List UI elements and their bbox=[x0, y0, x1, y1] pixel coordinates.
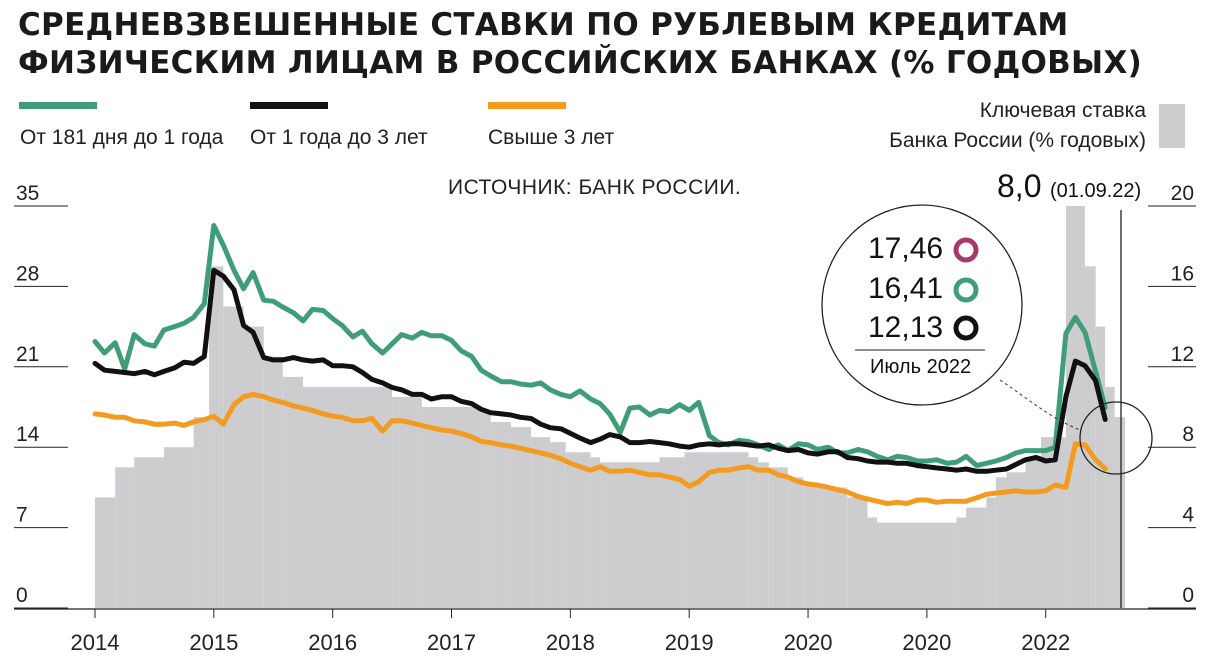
x-tick-label: 2018 bbox=[546, 630, 595, 655]
key-rate-step bbox=[565, 452, 591, 608]
key-rate-step bbox=[1025, 457, 1041, 608]
key-rate-step bbox=[966, 507, 987, 608]
callout-overlay bbox=[821, 204, 1153, 608]
chart-title-line-2: ФИЗИЧЕСКИМ ЛИЦАМ В РОССИЙСКИХ БАНКАХ (% … bbox=[18, 45, 1143, 81]
right-tick-label: 20 bbox=[1171, 182, 1194, 205]
left-tick-label: 7 bbox=[16, 504, 28, 527]
key-rate-step bbox=[209, 266, 224, 608]
key-rate-step bbox=[787, 477, 804, 608]
key-rate-step bbox=[768, 467, 788, 608]
key-rate-current-date: (01.09.22) bbox=[1050, 180, 1142, 202]
legend-key-rate-line-2: Банка России (% годовых) bbox=[889, 129, 1146, 152]
legend-label-black: От 1 года до 3 лет bbox=[250, 126, 428, 149]
legend-swatch-black bbox=[250, 102, 328, 109]
key-rate-step bbox=[1006, 472, 1026, 608]
key-rate-step bbox=[95, 497, 116, 608]
key-rate-step bbox=[590, 457, 601, 608]
right-tick-label: 16 bbox=[1171, 262, 1194, 285]
x-tick-label: 2022 bbox=[1021, 630, 1070, 655]
series-line bbox=[92, 223, 1108, 469]
key-rate-step bbox=[531, 437, 551, 608]
key-rate-step bbox=[550, 442, 566, 608]
key-rate-step bbox=[510, 427, 532, 608]
key-rate-step bbox=[600, 462, 660, 608]
callout-marker bbox=[953, 237, 979, 263]
right-tick-label: 12 bbox=[1171, 343, 1194, 366]
left-tick-label: 28 bbox=[16, 262, 39, 285]
right-axis-tick-labels: 20 16 12 8 4 0 bbox=[1171, 182, 1195, 607]
series-line bbox=[92, 391, 1108, 506]
legend-label-green: От 181 дня до 1 года bbox=[20, 126, 224, 149]
legend-swatch-orange bbox=[488, 102, 566, 109]
callout-marker bbox=[953, 277, 979, 303]
left-tick-label: 35 bbox=[16, 182, 39, 205]
chart-title-line-1: СРЕДНЕВЗВЕШЕННЫЕ СТАВКИ ПО РУБЛЕВЫМ КРЕД… bbox=[18, 7, 1069, 43]
key-rate-step bbox=[134, 457, 164, 608]
key-rate-step bbox=[847, 497, 868, 608]
key-rate-step bbox=[282, 376, 303, 608]
x-tick-label: 2016 bbox=[308, 630, 357, 655]
key-rate-step bbox=[223, 306, 244, 608]
key-rate-step bbox=[243, 326, 264, 608]
key-rate-current-value: 8,0 bbox=[997, 168, 1042, 204]
callout-value-1: 17,46 bbox=[868, 232, 944, 265]
legend-swatch-green bbox=[19, 102, 97, 109]
legend-key-rate-line-1: Ключевая ставка bbox=[979, 99, 1146, 122]
left-tick-label: 0 bbox=[16, 584, 28, 607]
rate-lines bbox=[92, 223, 1108, 506]
source-note: ИСТОЧНИК: БАНК РОССИИ. bbox=[448, 176, 742, 199]
x-tick-label: 2015 bbox=[189, 630, 238, 655]
key-rate-step bbox=[263, 356, 283, 608]
x-tick-label: 2014 bbox=[71, 630, 120, 655]
key-rate-step bbox=[956, 517, 967, 608]
callout-value-3: 12,13 bbox=[868, 311, 944, 344]
callout-marker bbox=[953, 315, 979, 341]
key-rate-step bbox=[193, 417, 210, 608]
legend-swatch-key-rate bbox=[1159, 104, 1185, 148]
key-rate-step bbox=[1084, 266, 1096, 608]
key-rate-step bbox=[1105, 386, 1115, 608]
left-tick-label: 14 bbox=[16, 423, 40, 446]
key-rate-step bbox=[817, 487, 848, 608]
key-rate-step bbox=[876, 522, 957, 608]
callout-month: Июль 2022 bbox=[870, 356, 972, 378]
right-tick-label: 4 bbox=[1182, 504, 1194, 527]
x-tick-label: 2020 bbox=[784, 630, 833, 655]
key-rate-area bbox=[95, 206, 1125, 608]
key-rate-step bbox=[986, 497, 996, 608]
key-rate-step bbox=[421, 407, 482, 608]
key-rate-step bbox=[758, 462, 769, 608]
lens-circle bbox=[1079, 401, 1153, 475]
key-rate-step bbox=[163, 447, 194, 608]
key-rate-step bbox=[392, 396, 422, 608]
x-tick-label: 2020 bbox=[902, 630, 951, 655]
legend-label-orange: Свыше 3 лет bbox=[488, 126, 615, 149]
callout-leader bbox=[999, 379, 1081, 431]
x-tick-label: 2017 bbox=[427, 630, 476, 655]
legend-label-key-rate: Ключевая ставка Банка России (% годовых) bbox=[889, 96, 1146, 156]
key-rate-step bbox=[490, 422, 511, 608]
callout-value-2: 16,41 bbox=[868, 272, 944, 305]
key-rate-step bbox=[803, 482, 818, 608]
x-axis-tick-labels: 2014 2015 2016 2017 2018 2019 2020 2020 2022 bbox=[71, 630, 1071, 655]
key-rate-step bbox=[684, 452, 749, 608]
right-tick-label: 0 bbox=[1182, 584, 1194, 607]
axis-tick-lines bbox=[14, 205, 1196, 618]
left-axis-tick-labels: 35 28 21 14 7 0 bbox=[16, 182, 40, 607]
key-rate-step bbox=[1114, 417, 1125, 608]
key-rate-step bbox=[1040, 437, 1066, 608]
key-rate-step bbox=[1065, 206, 1085, 608]
left-tick-label: 21 bbox=[16, 343, 39, 366]
x-tick-label: 2019 bbox=[665, 630, 714, 655]
key-rate-step bbox=[481, 412, 491, 608]
chart-title: СРЕДНЕВЗВЕШЕННЫЕ СТАВКИ ПО РУБЛЕВЫМ КРЕД… bbox=[18, 6, 1198, 82]
right-tick-label: 8 bbox=[1182, 423, 1194, 446]
key-rate-step bbox=[115, 467, 135, 608]
key-rate-step bbox=[748, 457, 759, 608]
key-rate-step bbox=[995, 477, 1007, 608]
series-line bbox=[92, 267, 1108, 474]
key-rate-step bbox=[867, 517, 877, 608]
